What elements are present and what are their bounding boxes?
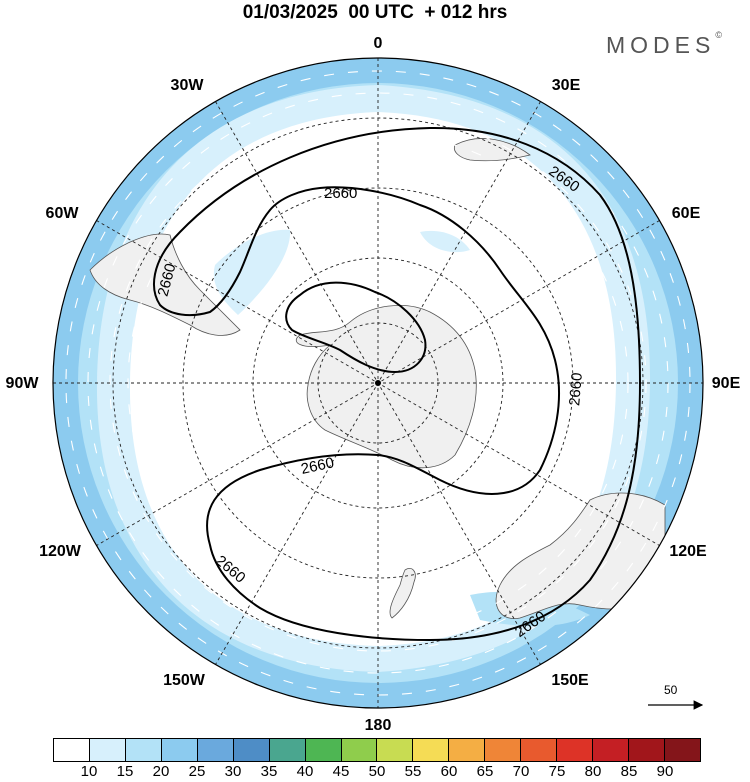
colorbar-tick-label: 55 xyxy=(404,763,422,780)
colorbar-segment xyxy=(485,739,522,761)
colorbar-segment xyxy=(341,739,378,761)
colorbar-tick-label: 50 xyxy=(368,763,386,780)
colorbar-segment xyxy=(233,739,270,761)
colorbar-segment xyxy=(54,739,90,761)
height-contours xyxy=(153,126,642,642)
contour-label: 2660 xyxy=(299,454,335,478)
colorbar-tick-label: 15 xyxy=(116,763,134,780)
lon-label-0: 0 xyxy=(373,35,383,52)
colorbar-tick-label: 25 xyxy=(188,763,206,780)
colorbar-segment xyxy=(161,739,198,761)
south-pole-marker xyxy=(375,380,381,386)
colorbar-tick-label: 90 xyxy=(656,763,674,780)
colorbar-segment xyxy=(664,739,700,761)
lon-label-90w: 90W xyxy=(5,375,39,392)
modes-logo: MODES© xyxy=(606,30,722,58)
lon-label-150w: 150W xyxy=(163,672,205,689)
lon-label-30e: 30E xyxy=(551,77,581,94)
colorbar-ticks: 10 15 20 25 30 35 40 45 50 55 60 65 70 75 80 85 90 xyxy=(53,763,701,782)
colorbar-segment xyxy=(629,739,665,761)
land-new-zealand xyxy=(389,567,416,619)
lon-label-120w: 120W xyxy=(39,543,81,560)
colorbar-tick-label: 70 xyxy=(512,763,530,780)
colorbar-segment xyxy=(449,739,486,761)
colorbar-segment xyxy=(521,739,558,761)
contour-label: 2660 xyxy=(324,185,357,202)
reference-vector-label: 50 xyxy=(664,683,678,697)
colorbar-tick-label: 30 xyxy=(224,763,242,780)
colorbar-segment xyxy=(89,739,126,761)
land-south-america xyxy=(89,233,241,336)
lon-label-60w: 60W xyxy=(45,205,79,222)
colorbar-segment xyxy=(377,739,414,761)
colorbar-segment xyxy=(413,739,450,761)
lon-label-60e: 60E xyxy=(671,205,701,222)
colorbar-tick-label: 20 xyxy=(152,763,170,780)
colorbar-tick-label: 60 xyxy=(440,763,458,780)
lon-label-120e: 120E xyxy=(669,543,707,560)
colorbar-segment xyxy=(593,739,629,761)
map-boundary xyxy=(52,57,704,709)
colorbar-tick-label: 40 xyxy=(296,763,314,780)
colorbar-tick-label: 80 xyxy=(584,763,602,780)
colorbar-tick-label: 65 xyxy=(476,763,494,780)
contour-label: 2660 xyxy=(566,372,586,407)
lon-label-30w: 30W xyxy=(170,77,204,94)
colorbar-segment xyxy=(197,739,234,761)
colorbar-tick-label: 75 xyxy=(548,763,566,780)
colorbar-segment xyxy=(557,739,594,761)
colorbar-segment xyxy=(305,739,342,761)
lon-label-90e: 90E xyxy=(711,375,741,392)
lon-label-150e: 150E xyxy=(551,672,589,689)
colorbar-tick-label: 85 xyxy=(620,763,638,780)
lon-label-180: 180 xyxy=(364,717,392,734)
colorbar-segment xyxy=(125,739,162,761)
colorbar-segment xyxy=(269,739,306,761)
colorbar-tick-label: 10 xyxy=(80,763,98,780)
colorbar-tick-label: 45 xyxy=(332,763,350,780)
map-title: 01/03/2025 00 UTC + 012 hrs xyxy=(242,2,508,23)
colorbar-tick-label: 35 xyxy=(260,763,278,780)
wind-speed-colorbar xyxy=(53,738,701,762)
